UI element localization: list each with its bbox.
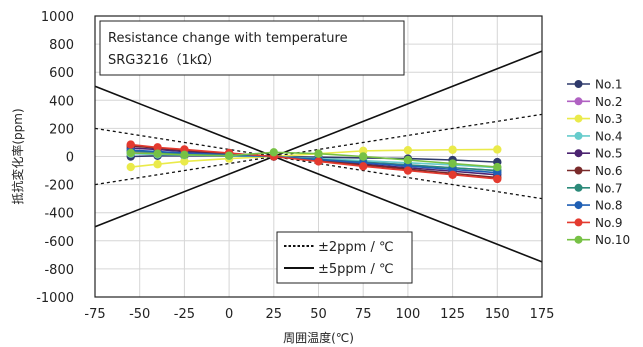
reference-line-solid-minus: [95, 85, 542, 263]
legend-label-no9: No.9: [595, 216, 623, 230]
data-point-no9-8: [448, 170, 457, 179]
chart-subtitle: SRG3216（1kΩ）: [108, 53, 220, 68]
legend-swatch-marker-no10: [574, 235, 583, 244]
title-box-frame: [99, 20, 405, 76]
data-point-no10-6: [359, 152, 368, 161]
reference-legend-frame: [276, 231, 413, 284]
data-point-no10-0: [126, 148, 135, 158]
series-line-no10: [130, 151, 498, 168]
reference-lines: [95, 50, 542, 263]
x-tick-label-4: 25: [266, 307, 283, 322]
x-tick-label-0: -75: [84, 307, 105, 322]
x-tick-label-3: 0: [225, 307, 233, 322]
data-point-no10-4: [269, 148, 278, 157]
x-axis-title: 周囲温度(℃): [283, 330, 354, 345]
data-point-no10-7: [403, 155, 413, 165]
legend-label-no1: No.1: [595, 78, 623, 92]
data-point-no9-9: [493, 174, 502, 184]
x-tick-label-9: 150: [485, 307, 510, 322]
data-point-no10-9: [493, 162, 502, 172]
y-axis-title: 抵抗変化率(ppm): [10, 108, 25, 204]
legend-swatch-marker-no9: [574, 218, 583, 227]
y-tick-label-10: -1000: [36, 291, 74, 306]
data-point-no9-5: [314, 157, 323, 166]
legend-label-no6: No.6: [595, 164, 623, 178]
x-tick-label-1: -50: [129, 307, 150, 322]
y-tick-label-9: -800: [44, 263, 74, 278]
legend-label-no7: No.7: [595, 181, 623, 195]
reference-legend-label-dotted: ±2ppm / ℃: [318, 240, 394, 255]
data-point-no10-2: [180, 150, 189, 160]
series-legend: No.1 No.2 No.3 No.4 No.5 No.6 No.7 No.8 No.9 No.1…: [567, 78, 630, 247]
data-point-no10-3: [224, 151, 234, 160]
legend-swatch-marker-no7: [574, 183, 583, 192]
x-tick-label-6: 75: [355, 307, 372, 322]
data-point-no3-7: [403, 145, 413, 155]
legend-swatch-marker-no8: [574, 201, 583, 210]
y-tick-label-4: 200: [49, 122, 74, 137]
y-tick-label-1: 800: [49, 38, 74, 53]
legend-label-no4: No.4: [595, 129, 623, 143]
legend-swatch-marker-no6: [574, 166, 583, 175]
legend-swatch-marker-no2: [574, 97, 583, 106]
series-line-no8: [130, 149, 498, 174]
x-tick-label-5: 50: [310, 307, 327, 322]
y-tick-label-3: 400: [49, 94, 74, 109]
y-tick-label-7: -400: [44, 207, 74, 222]
y-tick-label-6: -200: [44, 179, 74, 194]
data-point-no10-1: [153, 149, 162, 158]
legend-swatch-marker-no1: [574, 80, 583, 88]
data-point-no10-5: [314, 149, 323, 158]
chart-title: Resistance change with temperature: [108, 31, 348, 46]
data-point-no3-8: [448, 145, 457, 154]
data-point-no9-1: [153, 143, 162, 152]
y-tick-label-2: 600: [49, 66, 74, 81]
data-series: [126, 140, 502, 184]
y-tick-label-8: -600: [44, 235, 74, 250]
reference-legend: ±2ppm / ℃ ±5ppm / ℃: [276, 231, 413, 284]
reference-line-solid-plus: [95, 50, 542, 228]
title-box: Resistance change with temperature SRG32…: [99, 20, 405, 76]
tick-labels: -75 -50 -25 0 25 50 75 100 125 150 175 1000 800 600 40…: [36, 10, 554, 322]
y-tick-label-5: 0: [66, 151, 74, 166]
x-tick-label-2: -25: [174, 307, 195, 322]
data-point-no9-7: [403, 166, 413, 175]
data-point-no3-0: [126, 162, 135, 172]
legend-label-no2: No.2: [595, 95, 623, 109]
data-point-no9-6: [359, 162, 368, 171]
legend-label-no3: No.3: [595, 112, 623, 126]
data-point-no9-0: [126, 140, 135, 149]
legend-swatch-marker-no5: [574, 149, 583, 158]
x-tick-label-10: 175: [530, 307, 555, 322]
legend-label-no8: No.8: [595, 199, 623, 213]
data-point-no3-2: [180, 157, 189, 166]
y-tick-label-0: 1000: [41, 10, 74, 25]
x-tick-label-8: 125: [440, 307, 465, 322]
series-line-no3: [130, 148, 498, 168]
legend-label-no10: No.10: [595, 233, 630, 247]
data-point-no10-8: [448, 159, 457, 168]
data-point-no3-1: [153, 160, 162, 169]
legend-swatch-marker-no4: [574, 131, 583, 140]
legend-swatch-marker-no3: [574, 114, 583, 123]
legend-label-no5: No.5: [595, 147, 623, 161]
reference-legend-label-solid: ±5ppm / ℃: [318, 262, 394, 277]
x-tick-label-7: 100: [395, 307, 420, 322]
series-line-no9: [130, 143, 498, 180]
data-point-no3-9: [493, 145, 502, 154]
plot-frame: [94, 15, 543, 298]
